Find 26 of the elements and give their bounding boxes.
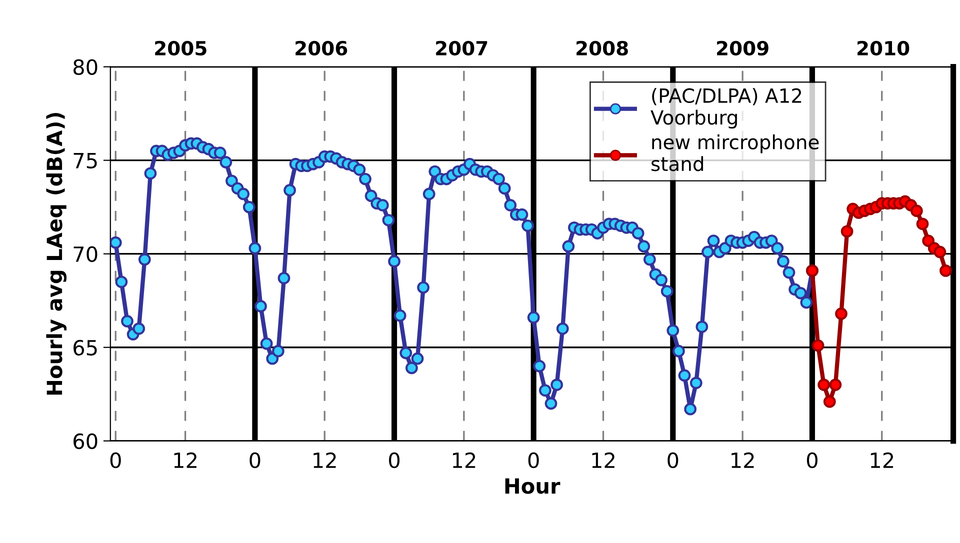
x-tick-label: 12: [592, 452, 614, 468]
x-tick-label: 12: [174, 452, 196, 468]
text: 2006: [296, 40, 348, 56]
text: 2007: [436, 40, 488, 56]
x-tick-label: 12: [870, 452, 894, 468]
x-tick-label: 0: [110, 452, 121, 468]
y-tick-label: 70: [74, 246, 98, 262]
y-tick-label: 60: [74, 433, 98, 450]
x-tick-label: 0: [806, 452, 818, 468]
x-tick-label: 12: [314, 452, 336, 468]
x-tick-label: 0: [668, 452, 678, 468]
x-tick-label: 0: [389, 452, 400, 468]
text: 2008: [576, 40, 628, 56]
x-tick-label: 12: [452, 452, 476, 468]
y-tick-label: 75: [74, 153, 97, 169]
text: 2005: [155, 40, 206, 56]
x-tick-label: 0: [250, 452, 260, 468]
y-axis-title: Hourly avg LAeq (dB(A)): [46, 112, 67, 395]
x-tick-label: 12: [732, 452, 754, 468]
text: 2010: [858, 40, 910, 56]
y-tick-label: 65: [74, 340, 97, 356]
x-axis-title: Hour: [505, 478, 560, 494]
x-tick-label: 0: [528, 452, 539, 468]
text: 2009: [717, 40, 768, 56]
legend-label: new mircrophone stand: [652, 134, 819, 172]
y-tick-label: 80: [73, 59, 98, 75]
